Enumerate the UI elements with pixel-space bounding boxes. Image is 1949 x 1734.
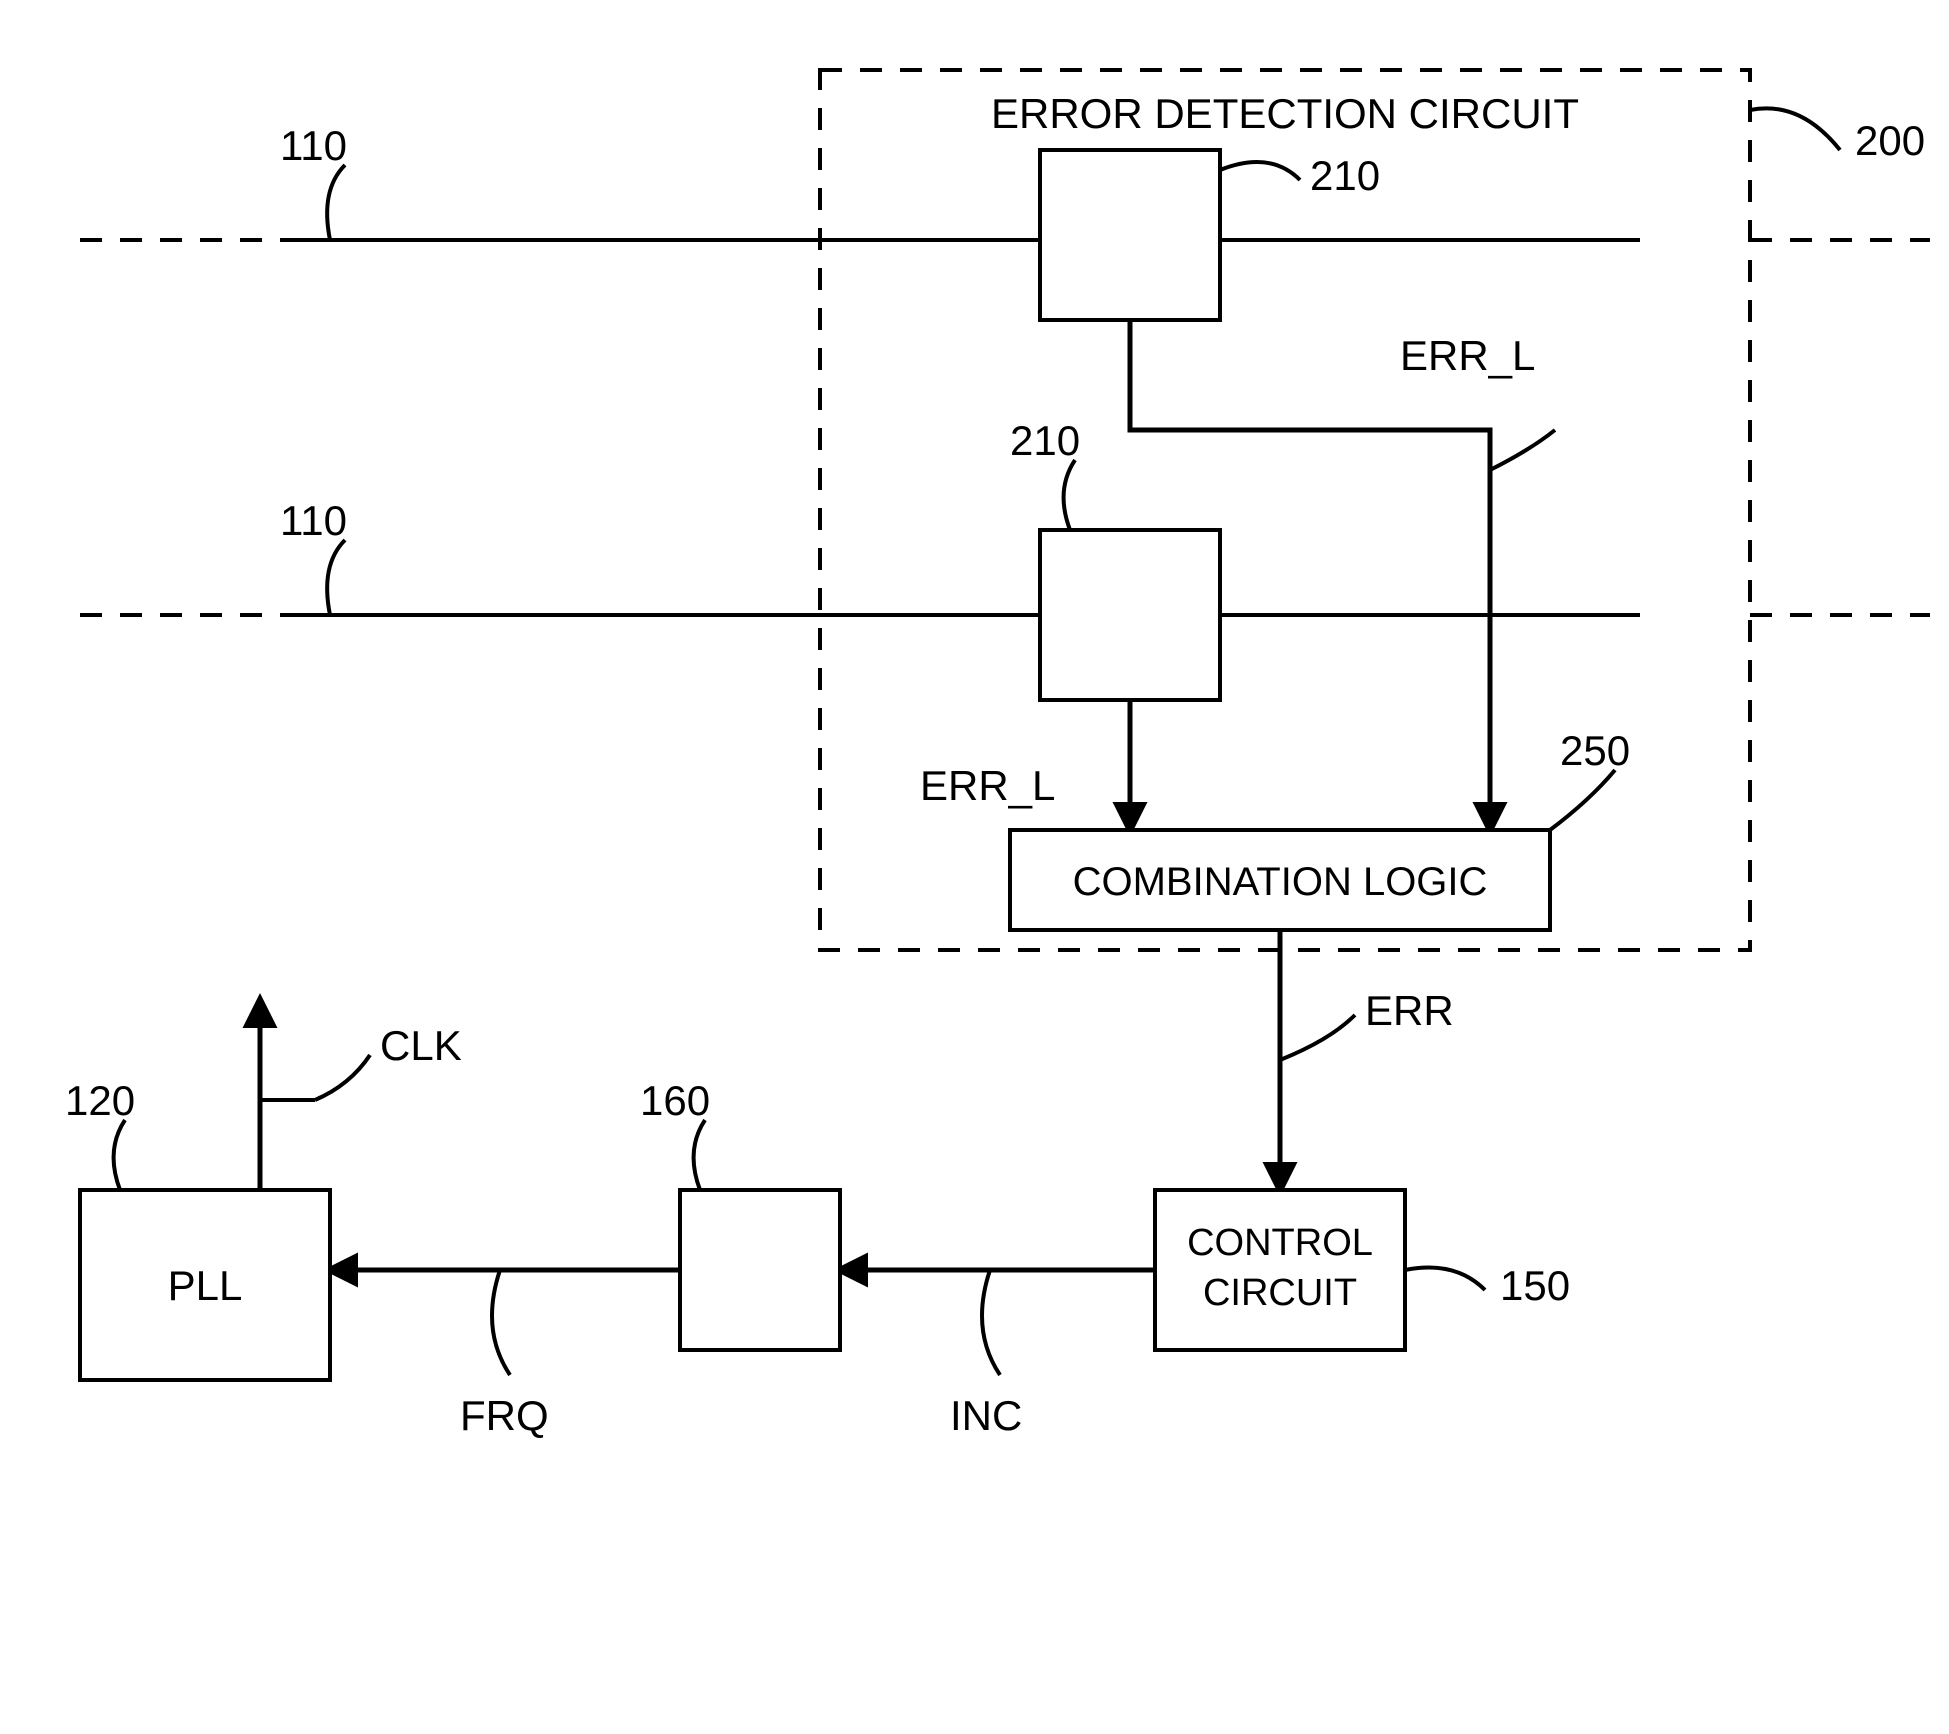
err-l-1-hook xyxy=(1490,430,1555,470)
control-circuit-label2: CIRCUIT xyxy=(1203,1272,1357,1314)
combination-logic-label: COMBINATION LOGIC xyxy=(1073,860,1488,904)
ref-150: 150 xyxy=(1500,1262,1570,1309)
ref-120-hook xyxy=(114,1120,125,1190)
err-label: ERR xyxy=(1365,987,1454,1034)
ref-110b: 110 xyxy=(280,497,347,544)
ref-160: 160 xyxy=(640,1077,710,1124)
ref-210a: 210 xyxy=(1310,152,1380,199)
ref-110a: 110 xyxy=(280,122,347,169)
detector-1 xyxy=(1040,150,1220,320)
err-l-2-label: ERR_L xyxy=(920,762,1055,809)
error-detection-box xyxy=(820,70,1750,950)
frq-label: FRQ xyxy=(460,1392,549,1439)
control-circuit xyxy=(1155,1190,1405,1350)
control-circuit-label1: CONTROL xyxy=(1187,1222,1373,1264)
pll-label: PLL xyxy=(168,1262,243,1309)
frq-hook xyxy=(492,1270,510,1375)
ref-120: 120 xyxy=(65,1077,135,1124)
ref-200-hook xyxy=(1750,108,1840,150)
ref-110b-hook xyxy=(327,540,345,615)
err-l-1-label: ERR_L xyxy=(1400,332,1535,379)
clk-hook xyxy=(315,1055,370,1100)
inc-label: INC xyxy=(950,1392,1022,1439)
error-detection-title: ERROR DETECTION CIRCUIT xyxy=(991,90,1579,137)
detector-2 xyxy=(1040,530,1220,700)
ref-250-hook xyxy=(1550,770,1615,830)
ref-210b-hook xyxy=(1064,460,1075,530)
reg-160 xyxy=(680,1190,840,1350)
clk-label: CLK xyxy=(380,1022,462,1069)
ref-200: 200 xyxy=(1855,117,1925,164)
ref-250: 250 xyxy=(1560,727,1630,774)
ref-210b: 210 xyxy=(1010,417,1080,464)
ref-150-hook xyxy=(1405,1268,1485,1291)
ref-110a-hook xyxy=(327,165,345,240)
err-hook xyxy=(1280,1015,1355,1060)
inc-hook xyxy=(982,1270,1000,1375)
ref-160-hook xyxy=(694,1120,705,1190)
ref-210a-hook xyxy=(1220,162,1300,180)
